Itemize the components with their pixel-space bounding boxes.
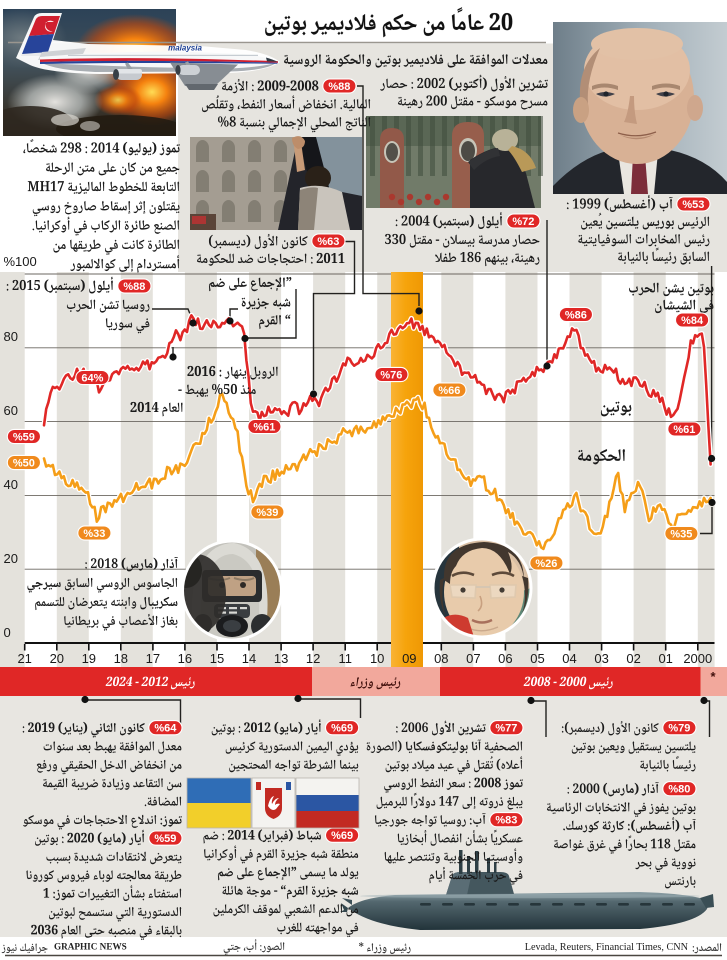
svg-text:17: 17 [146,651,160,666]
svg-text:%61: %61 [253,422,275,434]
svg-text:15: 15 [210,651,224,666]
svg-text:%61: %61 [673,424,695,436]
svg-text:%39: %39 [256,507,278,519]
svg-text:16: 16 [178,651,192,666]
svg-text:20: 20 [4,551,18,566]
svg-text:03: 03 [594,651,608,666]
svg-text:%80: %80 [668,784,690,796]
svg-text:80: 80 [4,329,18,344]
svg-text:%88: %88 [123,281,145,293]
svg-text:18: 18 [114,651,128,666]
svg-text:%69: %69 [331,830,353,842]
svg-text:04: 04 [562,651,576,666]
svg-text:%76: %76 [380,370,402,382]
svg-text:%83: %83 [495,815,517,827]
svg-text:06: 06 [498,651,512,666]
svg-text:40: 40 [4,477,18,492]
svg-text:64%: 64% [81,373,103,385]
svg-text:02: 02 [626,651,640,666]
svg-text:%59: %59 [154,833,176,845]
svg-text:*: * [710,669,716,684]
svg-text:%53: %53 [682,199,704,211]
svg-text:%35: %35 [670,529,692,541]
svg-text:%63: %63 [317,236,339,248]
svg-text:malaysia: malaysia [168,44,202,53]
svg-text:07: 07 [466,651,480,666]
svg-text:%64: %64 [154,723,177,735]
svg-text:%66: %66 [438,385,460,397]
svg-text:10: 10 [370,651,384,666]
svg-text:%59: %59 [13,432,35,444]
svg-text:%100: %100 [4,254,37,269]
svg-text:%86: %86 [565,310,587,322]
svg-text:08: 08 [434,651,448,666]
svg-text:%77: %77 [495,723,517,735]
svg-text:19: 19 [82,651,96,666]
svg-text:%50: %50 [13,458,35,470]
svg-text:Levada, Reuters, Financial Tim: Levada, Reuters, Financial Times, CNN [525,942,689,953]
svg-text:0: 0 [4,625,11,640]
svg-text:13: 13 [274,651,288,666]
svg-text:01: 01 [658,651,672,666]
svg-text:05: 05 [530,651,544,666]
svg-text:60: 60 [4,403,18,418]
svg-text:2000: 2000 [683,651,712,666]
svg-text:21: 21 [17,651,31,666]
svg-text:%79: %79 [668,723,690,735]
svg-text:%72: %72 [512,216,534,228]
svg-text:%88: %88 [328,81,350,93]
svg-text:14: 14 [242,651,256,666]
svg-text:GRAPHIC NEWS: GRAPHIC NEWS [54,942,127,952]
svg-text:12: 12 [306,651,320,666]
svg-text:%26: %26 [535,558,557,570]
svg-text:09: 09 [402,651,416,666]
svg-text:%33: %33 [83,528,105,540]
svg-text:11: 11 [338,651,352,666]
svg-text:%69: %69 [331,723,353,735]
svg-text:20: 20 [50,651,64,666]
svg-text:%84: %84 [681,315,704,327]
